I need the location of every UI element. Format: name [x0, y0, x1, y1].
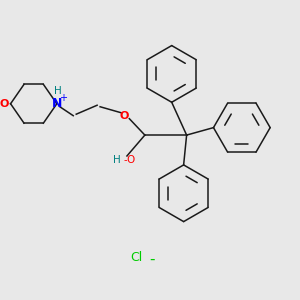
Text: H: H [54, 86, 62, 96]
Text: -O: -O [124, 155, 136, 165]
Text: Cl: Cl [130, 251, 142, 264]
Text: O: O [0, 99, 9, 109]
Text: O: O [119, 111, 129, 121]
Text: -: - [150, 251, 155, 266]
Text: H: H [113, 155, 121, 165]
Text: N: N [52, 97, 62, 110]
Text: +: + [59, 93, 68, 103]
